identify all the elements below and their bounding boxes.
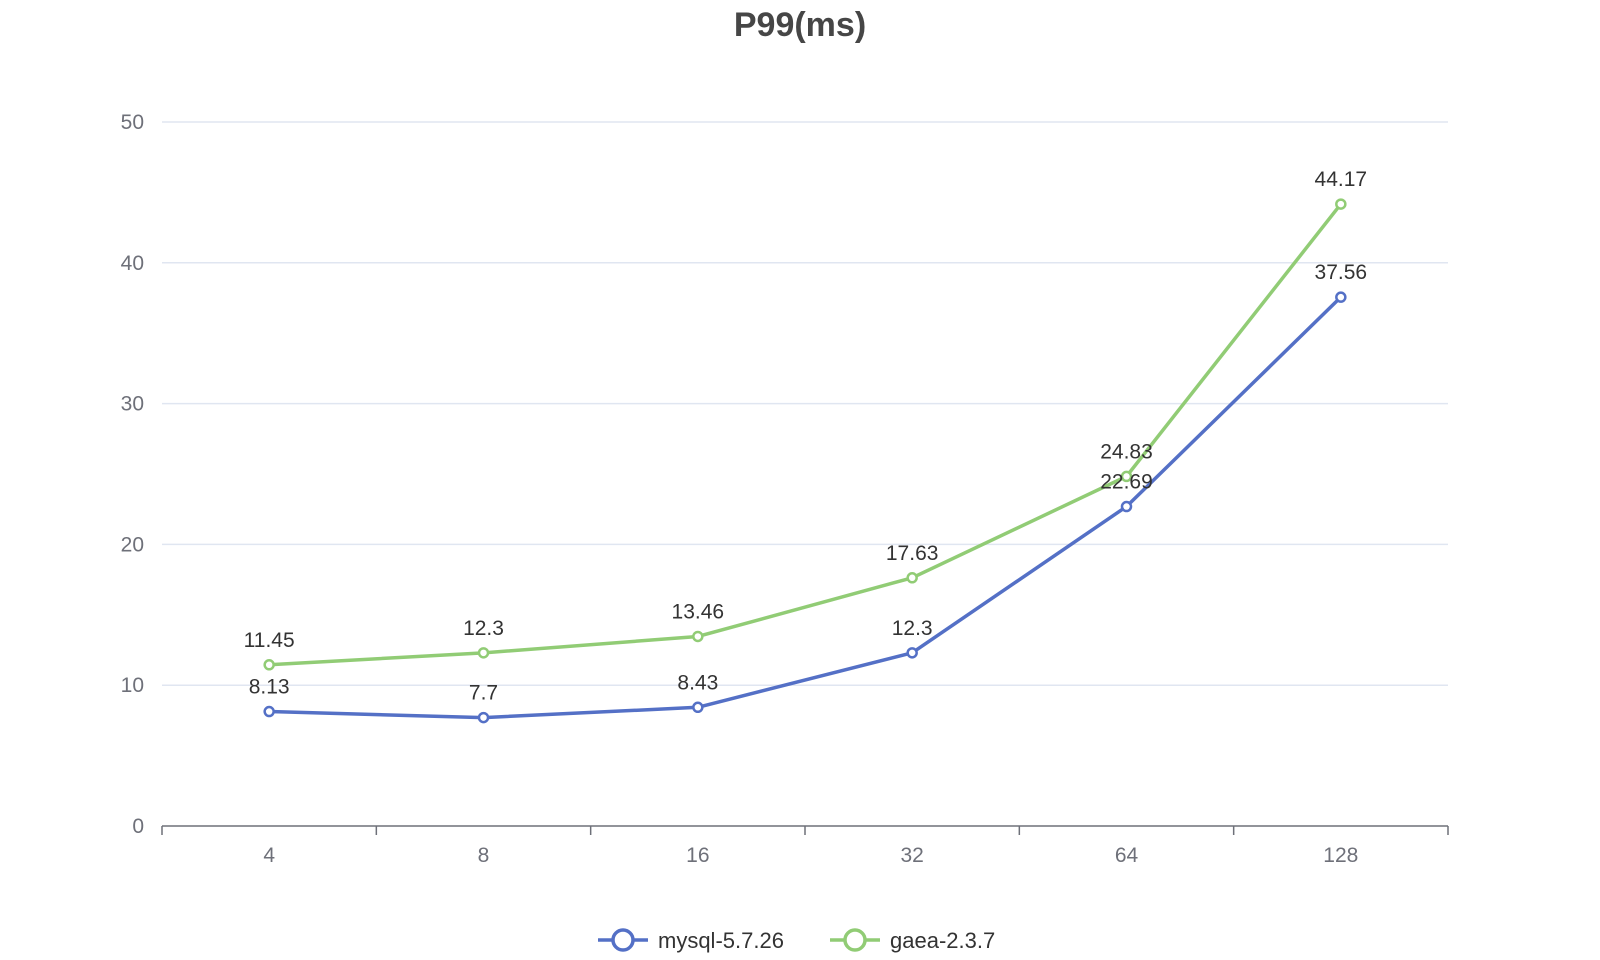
series-line-mysql-5.7.26 [267, 295, 1343, 720]
x-tick-label: 4 [263, 844, 275, 867]
y-tick-label: 10 [121, 674, 144, 697]
data-point[interactable] [263, 705, 275, 718]
data-label: 8.43 [677, 671, 718, 694]
y-tick-label: 40 [121, 252, 144, 275]
data-label: 7.7 [469, 682, 498, 705]
legend-marker-icon [611, 928, 635, 952]
data-point[interactable] [906, 572, 918, 584]
data-label: 8.13 [249, 676, 290, 699]
series-line-gaea-2.3.7 [267, 202, 1343, 667]
data-label: 12.3 [463, 617, 504, 640]
data-label: 13.46 [672, 600, 725, 623]
data-point[interactable] [1335, 198, 1347, 210]
legend-label: gaea-2.3.7 [890, 928, 995, 953]
y-tick-label: 20 [121, 533, 144, 556]
legend-item-gaea-2.3.7[interactable]: gaea-2.3.7 [830, 928, 995, 953]
x-tick-label: 64 [1115, 844, 1139, 867]
data-point[interactable] [906, 647, 918, 659]
y-tick-label: 30 [121, 393, 144, 416]
data-point[interactable] [477, 711, 490, 724]
series-lines [263, 198, 1347, 724]
data-label: 12.3 [892, 617, 933, 640]
x-tick-label: 8 [478, 844, 490, 867]
x-tick-label: 16 [686, 844, 709, 867]
y-tick-label: 0 [132, 815, 144, 838]
data-label: 24.83 [1100, 440, 1153, 463]
data-point[interactable] [1120, 500, 1133, 513]
grid-lines [162, 121, 1448, 686]
legend-item-mysql-5.7.26[interactable]: mysql-5.7.26 [598, 928, 784, 953]
x-tick-label: 32 [900, 844, 923, 867]
x-tick-label: 128 [1323, 844, 1358, 867]
legend-marker-icon [843, 928, 867, 952]
data-label: 44.17 [1315, 168, 1368, 191]
data-point[interactable] [1120, 470, 1133, 483]
y-tick-label: 50 [121, 111, 144, 134]
data-labels: 8.13 7.7 8.43 12.3 22.69 37.56 11.45 12.3 13.46 1… [244, 168, 1367, 704]
chart-title: P99(ms) [733, 6, 867, 44]
data-label: 17.63 [886, 542, 939, 565]
data-label: 22.69 [1100, 471, 1153, 494]
legend[interactable]: mysql-5.7.26 gaea-2.3.7 [598, 928, 995, 953]
data-point[interactable] [1335, 291, 1347, 303]
data-point[interactable] [263, 659, 275, 671]
data-label: 11.45 [244, 629, 295, 652]
legend-label: mysql-5.7.26 [658, 928, 784, 953]
data-point[interactable] [692, 630, 704, 643]
data-label: 37.56 [1315, 261, 1368, 284]
data-point[interactable] [477, 647, 490, 659]
axes: 0 10 20 30 40 50 4 8 16 32 64 128 [121, 111, 1449, 867]
data-point[interactable] [692, 701, 704, 714]
